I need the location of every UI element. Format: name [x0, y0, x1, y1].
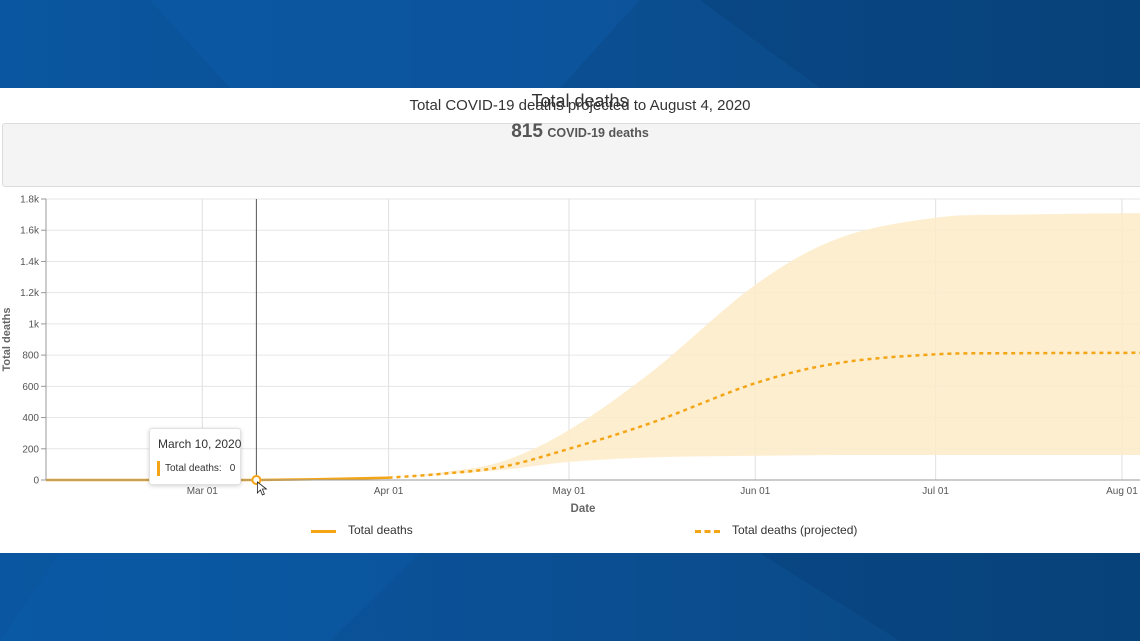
mouse-pointer-icon: [256, 481, 268, 496]
x-tick-label: Apr 01: [374, 486, 404, 497]
summary-unit: COVID-19 deaths: [547, 126, 649, 140]
footer-background-band: [0, 553, 1140, 641]
legend-label: Total deaths: [348, 523, 413, 537]
x-tick-label: Aug 01: [1106, 486, 1138, 497]
summary-box: [2, 123, 1140, 187]
header-background-band: [0, 0, 1140, 88]
x-tick-label: Mar 01: [187, 486, 219, 497]
tooltip-value: 0: [229, 463, 236, 474]
chart-title: Total deaths: [531, 91, 629, 111]
series-line-total-deaths-projected: [388, 351, 1140, 479]
tooltip-color-bar: [157, 461, 160, 476]
y-tick-label: 1k: [28, 319, 40, 330]
x-tick-label: May 01: [553, 486, 586, 497]
y-tick-label: 1.6k: [20, 226, 40, 237]
y-tick-label: 400: [22, 413, 39, 424]
y-tick-label: 0: [33, 476, 39, 487]
tooltip: March 10, 2020 Total deaths: 0: [149, 428, 241, 485]
tooltip-row: Total deaths: 0: [165, 463, 235, 474]
tooltip-date: March 10, 2020: [158, 437, 242, 451]
tooltip-label: Total deaths:: [165, 463, 222, 474]
line-chart: 0 200 400 600 800 1k 1.2k 1.4k 1.6k 1.8k Mar 01 Apr…: [1, 195, 1140, 515]
y-tick-label: 1.2k: [20, 288, 40, 299]
legend-swatch-dashed: [695, 530, 720, 533]
legend-label: Total deaths (projected): [732, 523, 858, 537]
x-tick-label: Jul 01: [922, 486, 949, 497]
y-tick-label: 200: [22, 444, 39, 455]
chart-panel: Total deaths Total COVID-19 deaths proje…: [0, 88, 1140, 553]
x-tick-label: Jun 01: [740, 486, 770, 497]
y-tick-label: 1.4k: [20, 257, 40, 268]
summary-count: 815: [511, 121, 543, 142]
summary-count-line: 815 COVID-19 deaths: [0, 121, 1140, 143]
y-tick-label: 800: [22, 351, 39, 362]
y-tick-label: 1.8k: [20, 195, 40, 206]
y-axis-title: Total deaths: [1, 308, 13, 372]
uncertainty-band: [388, 213, 1140, 478]
summary-text: Total COVID-19 deaths projected to Augus…: [409, 97, 751, 114]
x-axis-title: Date: [571, 503, 596, 515]
legend-swatch-solid: [311, 530, 336, 533]
y-tick-label: 600: [22, 382, 39, 393]
hover-point-marker: [251, 475, 262, 485]
